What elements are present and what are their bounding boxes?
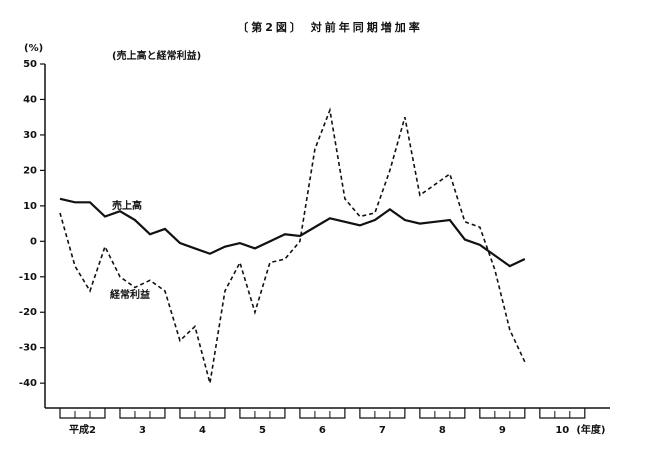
x-tick-label: 平成2 (69, 423, 96, 436)
x-tick-bracket (539, 408, 586, 419)
chart-title: 〔第2図〕 対前年同期増加率 (237, 20, 422, 34)
y-tick-label: -20 (19, 307, 37, 318)
y-tick-label: 30 (23, 130, 37, 141)
x-tick-label: 7 (379, 425, 386, 436)
y-tick-label: -30 (19, 343, 37, 354)
x-tick-bracket (179, 408, 226, 419)
x-tick-label: 9 (499, 425, 506, 436)
series-line (59, 107, 526, 384)
y-tick-label: 0 (30, 236, 37, 247)
x-tick-bracket (239, 408, 286, 419)
x-tick-label: 6 (319, 425, 326, 436)
x-tick-bracket (419, 408, 466, 419)
y-tick-label: -40 (19, 378, 37, 389)
x-tick-bracket (359, 408, 406, 419)
y-tick-label: -10 (19, 272, 37, 283)
chart-subtitle: (売上高と経常利益) (112, 49, 201, 62)
x-tick-label: 8 (439, 425, 446, 436)
x-tick-bracket (59, 408, 106, 419)
series-label: 経常利益 (110, 288, 150, 301)
x-axis-label: (年度) (576, 423, 605, 436)
x-tick-bracket (479, 408, 526, 419)
y-tick-label: 20 (23, 165, 37, 176)
y-tick-label: 40 (23, 94, 37, 105)
series-label: 売上高 (112, 199, 142, 212)
y-tick-label: 50 (23, 59, 37, 70)
x-tick-label: 4 (199, 425, 206, 436)
x-tick-bracket (119, 408, 166, 419)
x-tick-label: 10 (555, 425, 569, 436)
x-tick-label: 3 (139, 425, 146, 436)
x-tick-label: 5 (259, 425, 266, 436)
y-tick-label: 10 (23, 201, 37, 212)
x-tick-bracket (299, 408, 346, 419)
series-line (59, 197, 526, 268)
y-axis-label: (%) (24, 43, 43, 54)
